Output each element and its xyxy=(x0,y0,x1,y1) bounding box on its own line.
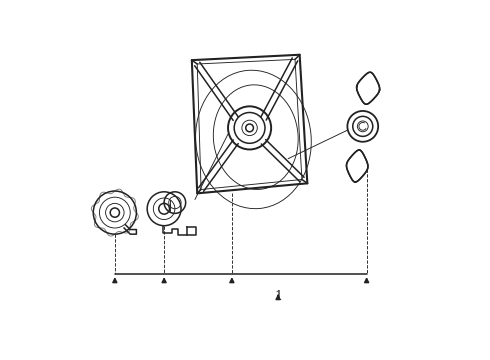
Text: 1: 1 xyxy=(274,289,282,303)
